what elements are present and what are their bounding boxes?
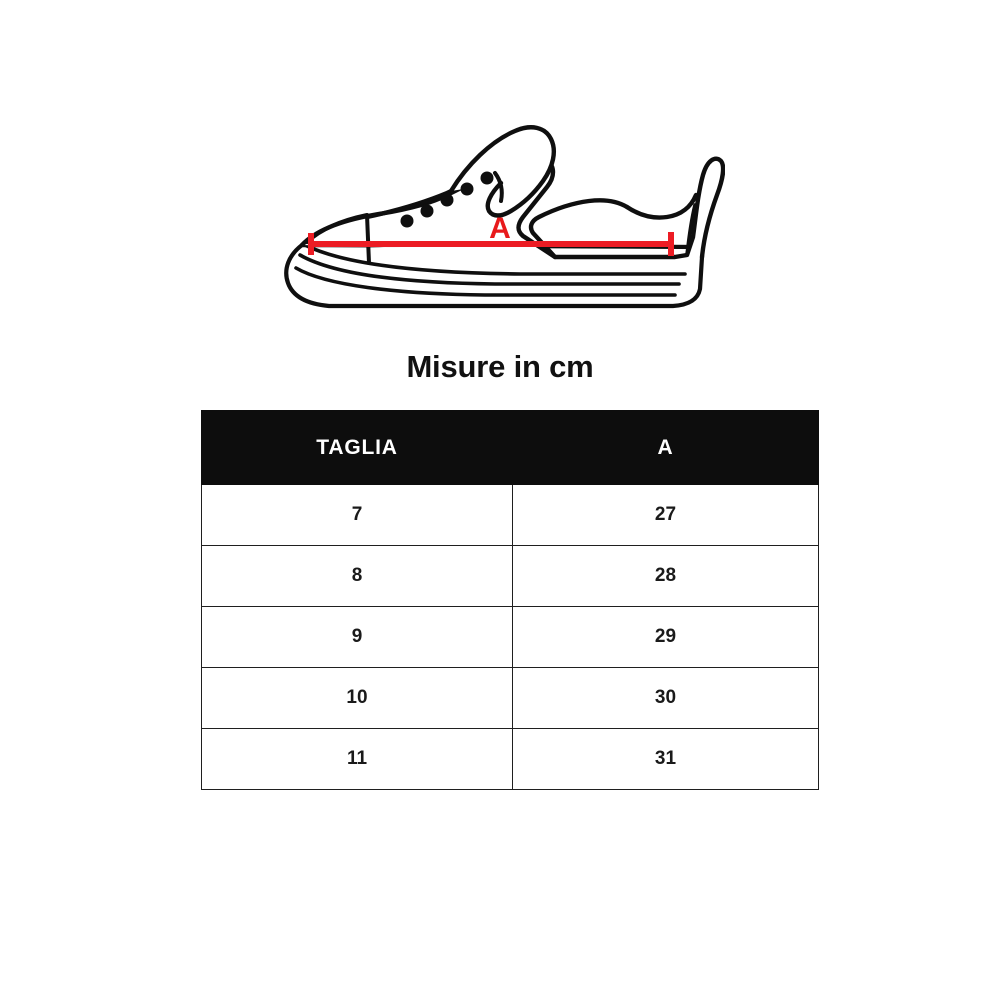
midsole-top-edge (303, 243, 687, 276)
cell-taglia: 11 (201, 728, 513, 790)
cell-a: 31 (512, 728, 819, 790)
size-chart-table: TAGLIA A 7 27 8 28 9 29 10 30 11 (201, 410, 819, 790)
table-row: 11 31 (201, 728, 819, 790)
outsole-stripe-2 (298, 253, 681, 286)
vamp-edge (364, 163, 508, 220)
lace-tip (493, 171, 504, 203)
cell-a: 30 (512, 667, 819, 729)
cell-a: 28 (512, 545, 819, 607)
cell-taglia: 7 (201, 484, 513, 546)
cell-taglia: 8 (201, 545, 513, 607)
cell-taglia: 9 (201, 606, 513, 668)
lace-eyelet-icon (400, 214, 414, 228)
heel-counter-seam (685, 203, 697, 257)
page-title: Misure in cm (406, 349, 594, 384)
quarter-panel-seam (528, 198, 630, 260)
column-header-taglia: TAGLIA (201, 410, 513, 485)
column-header-a: A (512, 410, 819, 485)
cell-a: 29 (512, 606, 819, 668)
table-row: 8 28 (201, 545, 819, 607)
cell-a: 27 (512, 484, 819, 546)
lace-eyelet-icon (440, 193, 454, 207)
table-row: 10 30 (201, 667, 819, 729)
outsole-stripe-1 (294, 266, 677, 297)
heel-collar-curve (624, 192, 699, 220)
lace-eyelet-icon (460, 182, 474, 196)
tongue-shape (448, 125, 556, 218)
measure-label-a: A (489, 212, 511, 245)
table-row: 7 27 (201, 484, 819, 546)
lace-eyelet-icon (480, 171, 494, 185)
shoe-diagram: A (255, 105, 725, 330)
table-row: 9 29 (201, 606, 819, 668)
cell-taglia: 10 (201, 667, 513, 729)
lace-eyelet-icon (420, 204, 434, 218)
table-header-row: TAGLIA A (201, 410, 819, 485)
